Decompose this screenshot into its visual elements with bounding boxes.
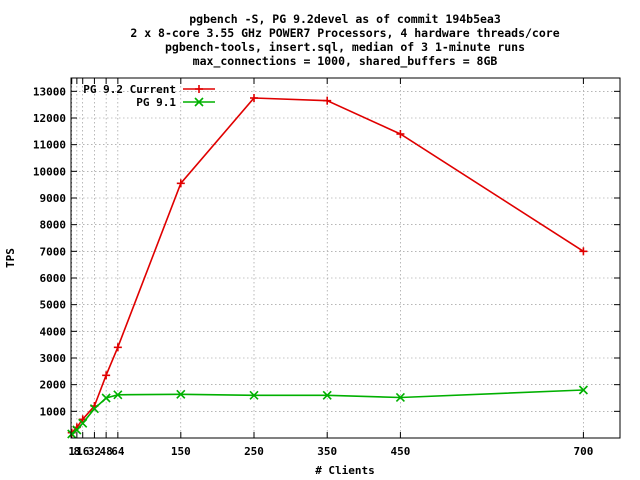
y-tick-label: 7000 — [40, 245, 67, 258]
legend-label: PG 9.1 — [136, 96, 176, 109]
data-point — [113, 390, 123, 400]
chart-title: pgbench -S, PG 9.2devel as of commit 194… — [130, 12, 559, 69]
grid-lines — [71, 78, 620, 438]
y-tick-label: 5000 — [40, 299, 67, 312]
legend-label: PG 9.2 Current — [83, 83, 176, 96]
data-point — [395, 392, 405, 403]
y-tick-label: 6000 — [40, 272, 67, 285]
data-series — [67, 94, 588, 439]
y-tick-label: 1000 — [40, 405, 67, 418]
y-tick-label: 11000 — [33, 139, 66, 152]
data-point — [323, 96, 332, 105]
y-axis-label: TPS — [4, 248, 17, 268]
title-line-3: pgbench-tools, insert.sql, median of 3 1… — [165, 40, 525, 54]
x-tick-label: 48 — [100, 445, 113, 458]
data-point — [578, 385, 588, 395]
x-tick-label: 150 — [171, 445, 191, 458]
x-tick-label: 64 — [111, 445, 125, 458]
title-line-2: 2 x 8-core 3.55 GHz POWER7 Processors, 4… — [130, 26, 559, 40]
x-tick-label: 16 — [76, 445, 90, 458]
data-point — [250, 94, 258, 102]
data-point — [78, 418, 88, 428]
data-point — [89, 404, 99, 414]
data-point — [396, 130, 405, 138]
legend-marker — [194, 97, 204, 107]
x-tick-label: 8 — [74, 445, 81, 458]
y-tick-label: 12000 — [33, 112, 66, 125]
data-point — [113, 343, 122, 352]
y-tick-label: 4000 — [40, 325, 67, 338]
x-tick-label: 350 — [317, 445, 337, 458]
data-point — [249, 390, 259, 400]
data-point — [176, 389, 186, 399]
y-tick-label: 9000 — [40, 192, 67, 205]
y-tick-label: 13000 — [33, 85, 66, 98]
data-point — [579, 247, 588, 256]
data-point — [322, 390, 332, 400]
x-tick-label: 700 — [573, 445, 593, 458]
title-line-1: pgbench -S, PG 9.2devel as of commit 194… — [189, 12, 501, 26]
y-tick-label: 10000 — [33, 165, 66, 178]
y-tick-label: 3000 — [40, 352, 67, 365]
x-tick-label: 32 — [88, 445, 101, 458]
plot-frame — [70, 77, 621, 439]
x-tick-label: 450 — [390, 445, 410, 458]
x-tick-label: 250 — [244, 445, 264, 458]
x-tick-label: 1 — [68, 445, 75, 458]
title-line-4: max_connections = 1000, shared_buffers =… — [193, 54, 498, 69]
x-axis-label: # Clients — [315, 464, 375, 477]
data-point — [102, 371, 111, 380]
y-tick-label: 8000 — [40, 219, 67, 232]
data-point — [101, 393, 111, 403]
series-line-1 — [71, 97, 584, 434]
y-tick-label: 2000 — [40, 379, 67, 392]
data-point — [176, 179, 185, 188]
legend-marker — [195, 85, 203, 93]
y-axis-ticks: 1000 2000 3000 4000 5000 6000 7000 8000 9000 1000… — [33, 85, 620, 418]
